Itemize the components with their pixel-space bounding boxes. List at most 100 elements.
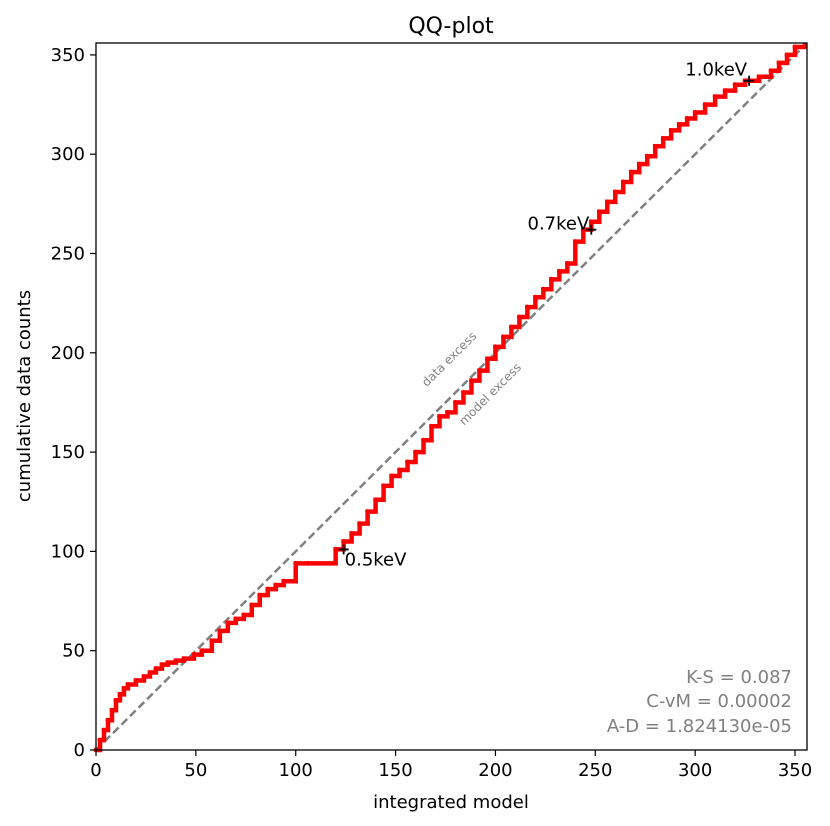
x-tick-label: 300 [678,760,712,781]
data-point [209,638,215,644]
data-point [620,179,626,185]
data-point [776,60,782,66]
plot-frame [95,42,808,751]
data-point [477,368,482,374]
data-point [768,68,774,74]
data-point [117,691,123,697]
data-point [153,666,159,671]
data-point [540,286,546,292]
data-point [97,737,103,743]
data-point [524,304,530,310]
data-point [493,344,498,350]
ad-statistic: A-D = 1.824130e-05 [607,716,792,737]
data-point [105,717,111,723]
energy-markers-layer: 0.5keV 0.7keV 1.0keV [338,60,755,570]
data-point [357,521,363,527]
x-tick-label: 50 [184,760,207,781]
data-point [249,602,255,608]
x-axis-ticks: 0 50 100 150 200 250 300 350 [90,750,812,781]
data-point [564,261,570,266]
data-point [596,209,602,215]
y-tick-label: 350 [51,45,85,66]
data-point [265,586,271,592]
data-point [341,539,347,544]
data-point [501,334,506,340]
data-point [712,94,718,100]
energy-label-0: 0.5keV [345,549,407,570]
y-tick-label: 100 [51,541,85,562]
y-axis-ticks: 0 50 100 150 200 250 300 350 [51,45,96,761]
data-point [548,276,554,282]
data-point [572,239,578,244]
data-point [580,227,586,233]
y-tick-label: 0 [74,740,85,761]
data-point [636,161,642,167]
x-axis-label: integrated model [373,792,529,813]
data-point [684,116,690,121]
y-tick-label: 50 [62,641,85,662]
data-point [141,674,147,679]
data-point [802,42,808,48]
data-point [173,658,179,664]
reference-line [95,42,808,751]
data-point [273,582,279,588]
data-point [147,670,153,675]
data-point [191,652,197,658]
energy-label-1: 0.7keV [528,214,590,235]
data-point [233,616,239,622]
x-tick-label: 150 [378,760,412,781]
data-point [692,110,698,115]
data-point [181,656,187,662]
data-point [453,400,458,405]
data-point [121,686,127,691]
data-point [365,509,371,515]
data-point [517,314,522,320]
data-point [397,467,402,473]
x-tick-label: 0 [90,760,101,781]
data-point [199,648,205,654]
data-point [305,560,311,566]
data-point [532,294,538,300]
data-point [722,88,728,94]
data-point [461,390,466,395]
data-point [293,560,299,566]
data-series-layer [93,42,808,753]
ks-statistic: K-S = 0.087 [686,667,792,688]
data-point [469,378,474,384]
y-tick-label: 200 [51,343,85,364]
data-point [652,143,658,149]
data-point [389,473,394,479]
data-point [437,413,442,419]
data-point [413,449,418,455]
y-axis-label: cumulative data counts [14,290,35,502]
data-point [784,52,790,58]
energy-marker [744,75,755,86]
y-tick-label: 300 [51,144,85,165]
data-point [429,423,434,429]
data-point [225,620,231,626]
data-point [628,169,634,175]
x-tick-label: 200 [478,760,512,781]
x-tick-label: 100 [279,760,313,781]
data-point [644,153,650,159]
x-tick-label: 350 [778,760,812,781]
reference-line-layer [95,42,808,751]
data-point [101,727,107,733]
data-point [373,497,379,503]
energy-marker [586,224,597,235]
data-point [257,592,263,598]
data-point [604,199,610,205]
data-point [756,74,762,80]
y-tick-label: 250 [51,244,85,265]
data-point [113,697,119,703]
data-point [349,531,355,536]
data-point [381,483,386,489]
data-point [792,44,798,50]
data-point [125,682,131,687]
data-point [445,409,450,415]
data-point [109,707,115,713]
energy-marker [338,544,349,555]
data-point [485,356,490,362]
data-point [588,219,594,225]
data-point [133,678,139,683]
